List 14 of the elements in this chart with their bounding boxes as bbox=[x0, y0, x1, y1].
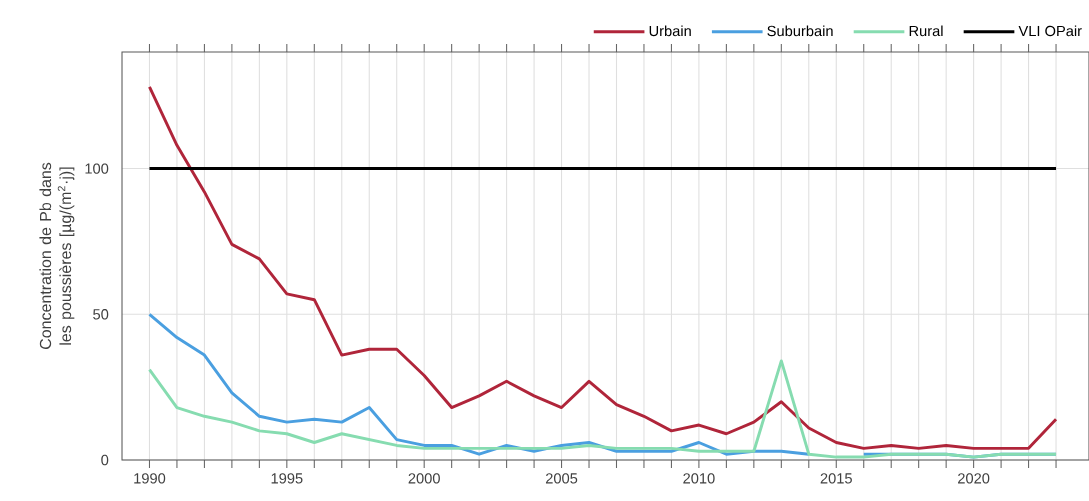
legend-label: VLI OPair bbox=[1018, 25, 1082, 37]
x-tick-label: 2020 bbox=[958, 473, 990, 484]
y-tick-label: 100 bbox=[85, 163, 109, 174]
legend-label: Suburbain bbox=[767, 25, 833, 37]
x-tick-label: 1990 bbox=[134, 473, 166, 484]
x-tick-label: 2015 bbox=[820, 473, 852, 484]
y-tick-label: 0 bbox=[101, 454, 109, 466]
x-tick-label: 2000 bbox=[408, 473, 440, 484]
y-tick-label: 50 bbox=[93, 309, 109, 320]
x-tick-label: 1995 bbox=[271, 473, 303, 484]
x-tick-label: 2005 bbox=[545, 473, 578, 484]
legend-label: Rural bbox=[909, 25, 943, 37]
x-tick-label: 2010 bbox=[683, 473, 715, 484]
legend-label: Urbain bbox=[649, 25, 691, 37]
